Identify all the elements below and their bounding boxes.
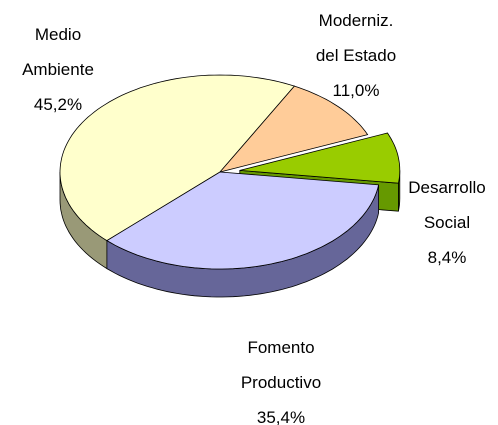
category-label: Moderniz. del Estado: [315, 11, 397, 65]
slice-label: Desarrollo Social 8,4%: [397, 170, 497, 275]
category-label: Desarrollo Social: [408, 178, 486, 232]
category-label: Fomento Productivo: [240, 338, 322, 392]
value-label: 8,4%: [427, 248, 467, 267]
slice: [239, 132, 401, 184]
slice-label: Moderniz. del Estado 11,0%: [306, 3, 406, 108]
slice-label: Fomento Productivo 35,4%: [231, 330, 331, 425]
slice: [218, 85, 369, 173]
value-label: 35,4%: [256, 408, 306, 425]
category-label: Medio Ambiente: [22, 25, 94, 79]
slice: [59, 74, 296, 242]
value-label: 11,0%: [332, 81, 380, 100]
value-label: 45,2%: [33, 95, 83, 114]
slice-label: Medio Ambiente 45,2%: [8, 17, 108, 122]
slice: [106, 171, 380, 270]
